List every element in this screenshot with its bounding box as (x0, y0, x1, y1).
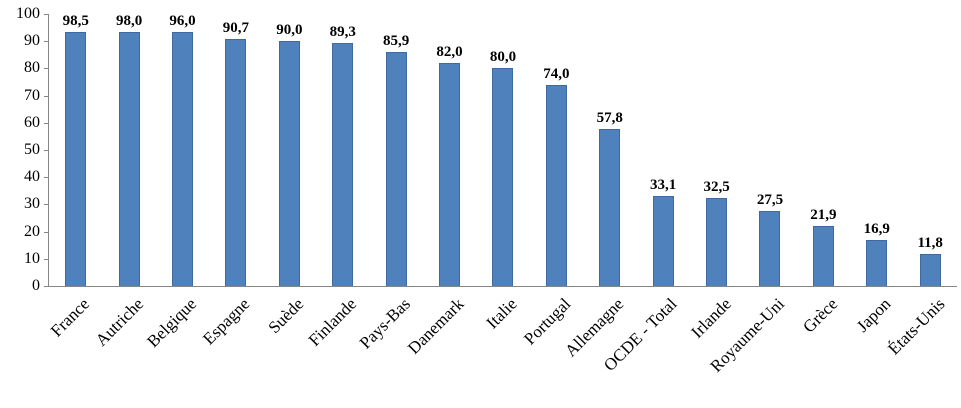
bar (545, 84, 567, 286)
y-tick-label: 10 (24, 249, 40, 267)
y-tick-label: 30 (24, 195, 40, 213)
bar-value-label: 98,0 (115, 13, 143, 29)
bar-value-label: 74,0 (543, 65, 570, 82)
bar (65, 32, 87, 286)
y-tick-mark (44, 96, 48, 97)
bar-value-label: 90,7 (222, 20, 250, 37)
y-tick-mark (44, 68, 48, 69)
bar-value-label: 82,0 (436, 43, 463, 60)
bar (439, 62, 461, 286)
bar (278, 41, 300, 286)
x-axis-label: Italie (482, 294, 521, 333)
bar-slot: 33,1 (636, 14, 689, 286)
y-tick-mark (44, 204, 48, 205)
bar-slot: 57,8 (583, 14, 636, 286)
plot-area: 98,5 98,0 96,0 90,7 90,0 89,3 85,9 82,0 80,0 74,0… (48, 14, 957, 287)
x-axis-label: Espagne (199, 294, 254, 349)
x-axis-label: France (47, 294, 94, 341)
bar-value-label: 27,5 (756, 192, 784, 209)
x-axis-label: Finlande (304, 294, 361, 350)
bar-slot: 11,8 (904, 14, 957, 286)
bar-slot: 85,9 (369, 14, 422, 286)
bar-value-label: 90,0 (276, 22, 303, 39)
bar-value-label: 98,5 (62, 13, 89, 29)
bar-slot: 90,0 (263, 14, 316, 286)
bar-slot: 90,7 (209, 14, 262, 286)
bar-slot: 82,0 (423, 14, 476, 286)
x-axis-label: Suède (264, 294, 308, 338)
bar (385, 52, 407, 286)
bar-slot: 32,5 (690, 14, 743, 286)
y-tick-label: 90 (24, 32, 40, 50)
bar-value-label: 85,9 (383, 33, 410, 50)
y-tick-mark (44, 14, 48, 15)
bar (652, 195, 674, 286)
y-tick-label: 40 (24, 168, 40, 186)
bar (812, 226, 834, 286)
y-tick-mark (44, 123, 48, 124)
x-axis-label: Danemark (403, 294, 468, 358)
y-tick-mark (44, 286, 48, 287)
bar (225, 39, 247, 286)
y-tick-mark (44, 177, 48, 178)
bar-value-label: 89,3 (329, 24, 356, 41)
y-tick-label: 80 (24, 59, 40, 77)
bar-value-label: 11,8 (917, 234, 943, 251)
bar-value-label: 80,0 (489, 49, 517, 66)
y-tick-mark (44, 259, 48, 260)
x-axis-label: Irlande (686, 294, 735, 342)
x-axis-label: États-Unis (883, 294, 949, 359)
x-axis-label: Japon (853, 294, 895, 336)
x-axis-label: Grèce (799, 294, 842, 337)
bar (759, 211, 781, 286)
bar-slot: 74,0 (530, 14, 583, 286)
y-tick-label: 20 (24, 222, 40, 240)
bar-slot: 98,5 (49, 14, 102, 286)
bar-value-label: 96,0 (169, 13, 196, 29)
bar (866, 240, 888, 286)
bar-value-label: 21,9 (810, 207, 837, 224)
y-tick-label: 0 (32, 277, 40, 294)
bar-slot: 89,3 (316, 14, 369, 286)
x-axis-label: Portugal (519, 294, 575, 349)
bar-slot: 98,0 (102, 14, 155, 286)
bar (599, 128, 621, 286)
bar (118, 32, 140, 286)
bar-slot: 16,9 (850, 14, 903, 286)
bar-value-label: 57,8 (596, 109, 623, 126)
bar-value-label: 16,9 (863, 221, 890, 238)
y-tick-label: 100 (16, 5, 40, 22)
bar-slot: 80,0 (476, 14, 529, 286)
x-axis-label: Autriche (91, 294, 147, 350)
y-tick-mark (44, 41, 48, 42)
y-tick-mark (44, 232, 48, 233)
x-axis-label: Belgique (143, 294, 201, 352)
bar-value-label: 32,5 (703, 178, 730, 195)
bar-value-label: 33,1 (650, 176, 677, 193)
bar (492, 68, 514, 286)
y-tick-label: 70 (24, 86, 40, 104)
bar-slot: 96,0 (156, 14, 209, 286)
bar-slot: 21,9 (797, 14, 850, 286)
y-tick-label: 50 (24, 141, 40, 158)
bar (919, 253, 941, 286)
bar (706, 197, 728, 286)
y-tick-label: 60 (24, 113, 40, 131)
bar (332, 43, 354, 286)
y-tick-mark (44, 150, 48, 151)
bar (172, 32, 194, 286)
bar-slot: 27,5 (743, 14, 796, 286)
